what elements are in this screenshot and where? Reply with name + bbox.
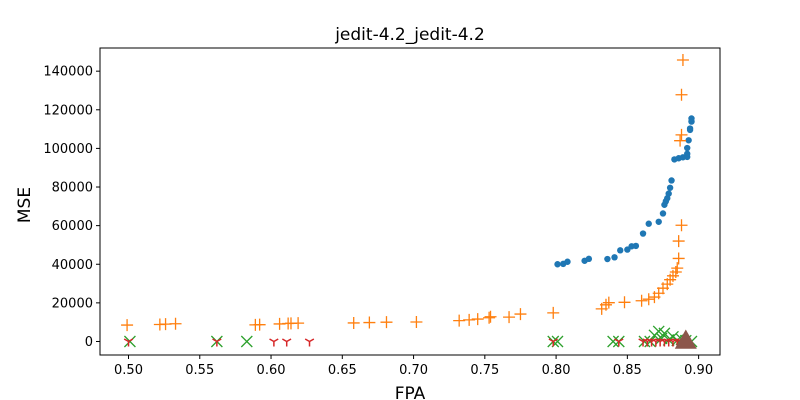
data-point [676, 53, 689, 66]
chart-title: jedit-4.2_jedit-4.2 [334, 25, 485, 45]
data-point [666, 184, 674, 191]
data-point [675, 88, 688, 101]
data-point [453, 314, 466, 327]
data-point [121, 319, 134, 332]
data-point [672, 252, 685, 265]
data-point [665, 190, 672, 197]
data-point [484, 310, 497, 323]
series-triangle [674, 329, 697, 349]
data-point [292, 317, 305, 330]
data-point [686, 125, 694, 132]
data-point [304, 338, 315, 347]
data-point [363, 316, 376, 329]
y-axis-label: MSE [15, 187, 35, 223]
data-point [674, 134, 687, 147]
data-point [618, 296, 631, 309]
x-tick-label: 0.50 [114, 363, 143, 378]
y-tick-label: 60000 [52, 219, 93, 234]
data-point [685, 137, 692, 144]
data-point [548, 338, 558, 347]
data-point [240, 335, 253, 348]
y-tick-label: 20000 [52, 296, 93, 311]
data-point [675, 128, 688, 141]
data-point [617, 247, 624, 254]
data-point [658, 327, 671, 340]
data-point [503, 311, 516, 324]
y-tick-label: 100000 [43, 142, 93, 157]
series-tri_down [123, 338, 691, 347]
data-point [585, 255, 593, 263]
data-point [602, 296, 615, 309]
data-point [483, 311, 496, 324]
data-point [672, 235, 685, 248]
data-point [347, 316, 360, 329]
data-point [269, 338, 279, 347]
data-point [212, 338, 222, 347]
data-point [169, 317, 182, 330]
data-point [659, 210, 667, 217]
data-point [688, 115, 695, 122]
x-tick-label: 0.85 [613, 363, 642, 378]
data-point [639, 230, 647, 237]
y-tick-label: 140000 [43, 65, 93, 80]
series-plus [121, 53, 689, 332]
x-tick-label: 0.60 [257, 363, 286, 378]
axes-frame [99, 47, 721, 356]
x-tick-label: 0.55 [185, 363, 214, 378]
x-tick-label: 0.75 [470, 363, 499, 378]
data-point [514, 308, 527, 321]
y-tick-label: 80000 [52, 181, 93, 196]
y-tick-label: 40000 [52, 258, 93, 273]
x-axis-label: FPA [395, 384, 426, 400]
x-tick-label: 0.70 [399, 363, 428, 378]
data-point [123, 338, 134, 347]
data-point [380, 316, 393, 329]
x-tick-label: 0.80 [542, 363, 571, 378]
y-tick-label: 120000 [43, 103, 93, 118]
data-point [554, 261, 561, 268]
data-point [671, 262, 684, 275]
data-point [684, 150, 691, 158]
data-point [635, 294, 648, 307]
data-point [410, 315, 423, 328]
data-point [668, 177, 675, 184]
data-point [253, 318, 266, 331]
x-tick-label: 0.65 [328, 363, 357, 378]
y-tick-label: 0 [85, 335, 93, 350]
data-point [604, 255, 611, 263]
x-tick-label: 0.90 [684, 363, 713, 378]
plot-area [121, 53, 698, 349]
data-point [645, 220, 652, 227]
data-point [675, 219, 688, 232]
data-point [632, 242, 640, 250]
x-axis: 0.50 0.55 0.60 0.65 0.70 0.75 0.80 0.85 0.90 [114, 355, 713, 378]
y-axis: 0 20000 40000 60000 80000 100000 120000 140000 [43, 65, 100, 350]
data-point [463, 313, 476, 326]
data-point [684, 144, 691, 152]
data-point [607, 335, 620, 348]
data-point [642, 293, 655, 306]
data-point [281, 338, 292, 347]
series-circle [554, 115, 695, 268]
data-point [655, 218, 662, 225]
data-point [471, 313, 484, 326]
data-point [614, 338, 624, 347]
data-point [547, 306, 560, 319]
data-point [611, 254, 618, 261]
data-point [674, 329, 697, 349]
data-point [564, 258, 571, 265]
data-point [599, 298, 612, 311]
